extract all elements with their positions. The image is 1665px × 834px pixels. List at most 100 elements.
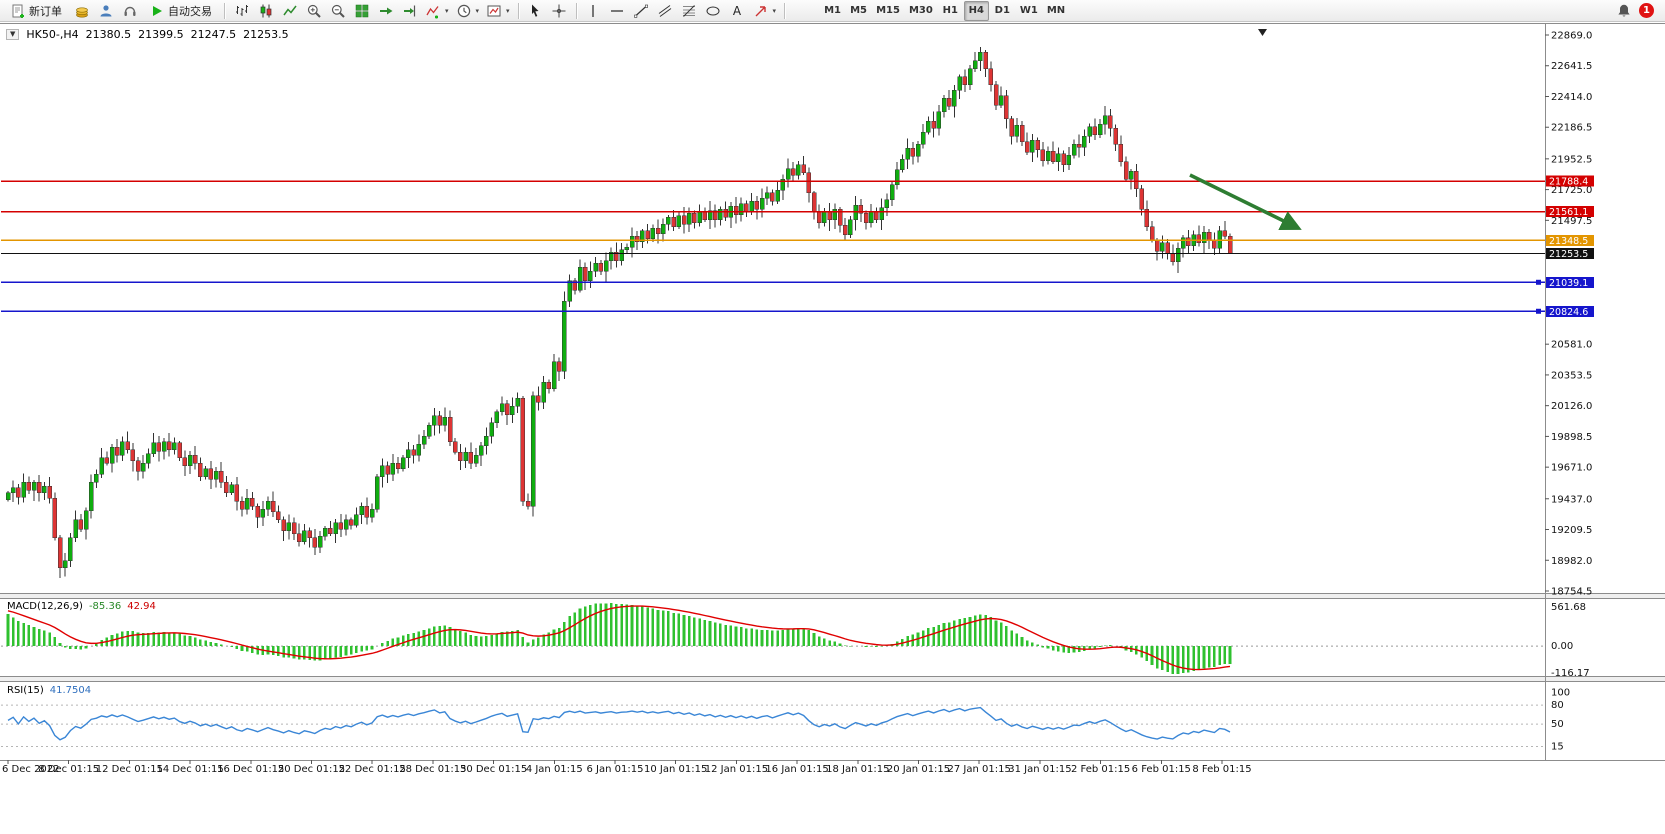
zoom-in-button[interactable] [302,1,325,21]
zoom-out-button[interactable] [326,1,349,21]
indicators-button[interactable]: ▾ [422,1,452,21]
zoom-in-icon [307,4,321,18]
timeframe-group: M1 M5 M15 M30 H1 H4 D1 W1 MN [820,0,1069,21]
templates-button[interactable]: ▾ [483,1,513,21]
macd-indicator-label: MACD(12,26,9) -85.36 42.94 [7,601,156,612]
svg-text:21348.5: 21348.5 [1549,236,1588,247]
panel-splitter[interactable] [0,594,1665,598]
timeframe-h4-button[interactable]: H4 [963,0,989,21]
svg-text:19671.0: 19671.0 [1551,463,1592,474]
timeframe-m15-button[interactable]: M15 [872,1,904,21]
alert-count-badge[interactable]: 1 [1639,3,1654,18]
macd-main-value: -85.36 [88,601,122,612]
rsi-axis-label: 80 [1551,700,1564,711]
timeframe-m30-button[interactable]: M30 [905,1,937,21]
periods-button[interactable]: ▾ [453,1,483,21]
crosshair-button[interactable] [548,1,571,21]
text-tool-button[interactable]: A [726,1,749,21]
new-order-button[interactable]: 新订单 [3,1,69,21]
date-label: 12 Jan 01:15 [705,764,768,775]
macd-title: MACD(12,26,9) [7,601,83,612]
chevron-down-icon: ▾ [475,6,480,15]
macd-axis-label: -116.17 [1551,668,1590,679]
date-label: 18 Jan 01:15 [826,764,889,775]
date-label: 30 Dec 01:15 [460,764,527,775]
trendline-icon [634,4,649,18]
candles [5,46,1233,579]
support-button[interactable] [118,1,141,21]
trendline-button[interactable] [630,1,653,21]
date-label: 16 Dec 01:15 [217,764,284,775]
chart-shift-button[interactable] [398,1,421,21]
date-label: 12 Dec 01:15 [96,764,163,775]
cursor-button[interactable] [524,1,547,21]
channel-button[interactable] [654,1,677,21]
svg-text:18754.5: 18754.5 [1551,587,1592,598]
line-chart-icon [282,5,297,15]
panel-frames [0,23,1665,761]
autotrade-button[interactable]: 自动交易 [142,1,219,21]
timeframe-mn-button[interactable]: MN [1043,1,1069,21]
svg-text:20824.6: 20824.6 [1549,307,1588,318]
svg-text:22414.0: 22414.0 [1551,92,1592,103]
bars-chart-button[interactable] [230,1,253,21]
timeframe-w1-button[interactable]: W1 [1016,1,1042,21]
arrow-tool-icon [755,5,766,16]
chart-collapse-icon[interactable]: ▼ [6,29,20,40]
candles-chart-icon [260,4,271,17]
svg-text:19209.5: 19209.5 [1551,525,1592,536]
timeframe-m5-button[interactable]: M5 [846,1,871,21]
chart-shift-icon [403,5,415,16]
horizontal-line-button[interactable] [606,1,629,21]
rsi-line [7,706,1231,741]
svg-text:20126.0: 20126.0 [1551,401,1592,412]
timeframe-h1-button[interactable]: H1 [938,1,963,21]
price-axis: 22869.0 22641.5 22414.0 22186.5 21952.5 21725… [1545,31,1592,598]
svg-text:21788.4: 21788.4 [1549,177,1588,188]
auto-scroll-button[interactable] [374,1,397,21]
date-label: 8 Feb 01:15 [1192,764,1251,775]
chart-header: ▼ HK50-,H4 21380.5 21399.5 21247.5 21253… [6,28,289,41]
svg-text:18982.0: 18982.0 [1551,556,1592,567]
bars-chart-icon [235,4,248,16]
text-tool-icon: A [733,4,742,18]
auto-scroll-icon [379,7,392,14]
svg-text:A: A [733,4,742,18]
macd-axis-label: 561.68 [1551,602,1586,613]
trend-arrow[interactable] [1189,173,1302,231]
cursor-icon [532,4,539,17]
vertical-line-button[interactable] [582,1,605,21]
template-icon [487,5,501,16]
fibonacci-button[interactable] [678,1,701,21]
svg-text:20353.5: 20353.5 [1551,370,1592,381]
zoom-out-icon [331,4,345,18]
svg-text:22641.5: 22641.5 [1551,61,1592,72]
arrows-tool-button[interactable]: ▾ [750,1,780,21]
chart-symbol-period: HK50-,H4 [26,28,79,41]
line-chart-button[interactable] [278,1,301,21]
svg-text:21725.0: 21725.0 [1551,185,1592,196]
alerts-button[interactable] [1612,1,1635,21]
profile-icon [100,4,111,16]
clock-icon [457,4,470,17]
date-label: 14 Dec 01:15 [156,764,223,775]
svg-text:19437.0: 19437.0 [1551,494,1592,505]
tile-windows-button[interactable] [350,1,373,21]
chevron-down-icon: ▾ [772,6,777,15]
vertical-line-icon [592,4,594,17]
svg-text:22869.0: 22869.0 [1551,31,1592,42]
candles-chart-button[interactable] [254,1,277,21]
chart-shift-marker[interactable] [1258,29,1267,36]
timeframe-m1-button[interactable]: M1 [820,1,845,21]
timeframe-d1-button[interactable]: D1 [990,1,1015,21]
panel-splitter-2[interactable] [0,677,1665,681]
gold-chart-button[interactable] [70,1,93,21]
date-label: 27 Jan 01:15 [948,764,1011,775]
chart-canvas[interactable]: 22869.0 22641.5 22414.0 22186.5 21952.5 21725… [0,22,1665,834]
profile-button[interactable] [94,1,117,21]
macd-signal-value: 42.94 [127,601,156,612]
shapes-button[interactable] [702,1,725,21]
indicators-icon [426,5,439,18]
svg-text:22186.5: 22186.5 [1551,123,1592,134]
